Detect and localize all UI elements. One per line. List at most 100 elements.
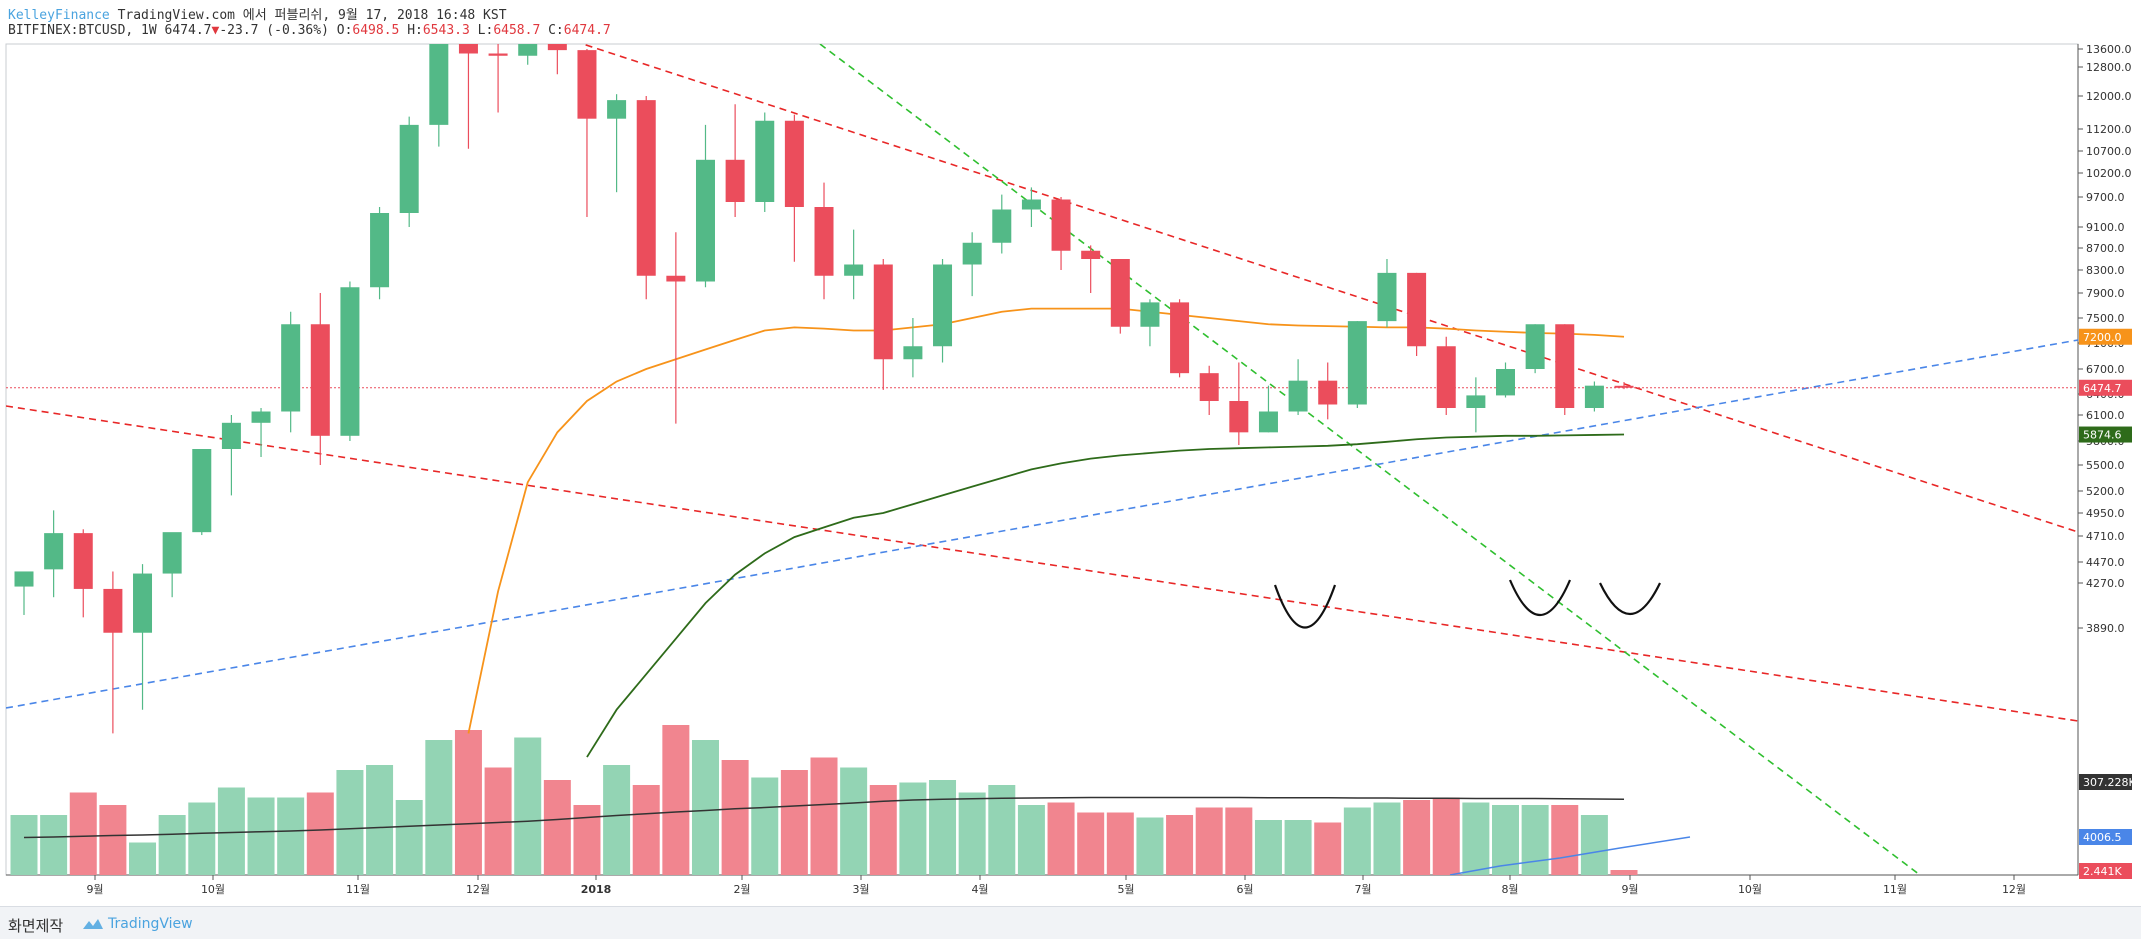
candle-body[interactable] xyxy=(429,29,449,125)
volume-bar xyxy=(336,770,364,875)
candle-body[interactable] xyxy=(1288,380,1308,412)
candle-body[interactable] xyxy=(1110,259,1130,327)
candle-body[interactable] xyxy=(1229,401,1249,433)
candle-body[interactable] xyxy=(873,264,893,360)
plot-area[interactable] xyxy=(5,43,2079,876)
green-trendline xyxy=(819,44,1921,875)
symbol-name: BITFINEX:BTCUSD, 1W xyxy=(8,23,157,38)
change-down-icon: ▼ xyxy=(211,23,220,38)
price-tick-label: 4710.0 xyxy=(2086,530,2125,543)
price-tick-label: 7500.0 xyxy=(2086,312,2125,325)
candle-body[interactable] xyxy=(1466,395,1486,408)
candle-body[interactable] xyxy=(251,411,271,423)
candle-body[interactable] xyxy=(666,275,686,282)
candle-body[interactable] xyxy=(547,42,567,51)
candle-body[interactable] xyxy=(992,209,1012,243)
candle-body[interactable] xyxy=(933,264,953,347)
candle-body[interactable] xyxy=(1347,321,1367,405)
trendline-layer xyxy=(6,44,2078,875)
volume-bar xyxy=(366,765,394,875)
price-chart[interactable]: 13600.0 12800.0 12000.0 11200.0 10700.0 10200… xyxy=(0,0,2141,906)
ma-orange-line xyxy=(467,307,1625,734)
candle-body[interactable] xyxy=(607,100,627,119)
price-tick-label: 4470.0 xyxy=(2086,556,2125,569)
candle-body[interactable] xyxy=(192,449,212,533)
candle-body[interactable] xyxy=(725,159,745,202)
volume-bar xyxy=(573,805,601,875)
candle-body[interactable] xyxy=(458,29,478,54)
price-tick-label: 11200.0 xyxy=(2086,123,2132,136)
candle-body[interactable] xyxy=(1021,199,1041,210)
candle-body[interactable] xyxy=(903,346,923,360)
candle-body[interactable] xyxy=(784,120,804,207)
candle-body[interactable] xyxy=(44,533,64,570)
price-tick-label: 3890.0 xyxy=(2086,622,2125,635)
volume-bar xyxy=(99,805,127,875)
candle-body[interactable] xyxy=(103,588,123,633)
blue-trendline xyxy=(6,339,2078,709)
price-label-text: 6474.7 xyxy=(2083,382,2122,395)
candle-body[interactable] xyxy=(1199,373,1219,401)
candle-body[interactable] xyxy=(1496,369,1515,396)
candle-body[interactable] xyxy=(221,422,241,449)
candle-body[interactable] xyxy=(340,287,360,436)
candle-body[interactable] xyxy=(1555,324,1575,408)
candle-body[interactable] xyxy=(1051,199,1071,251)
candle-body[interactable] xyxy=(577,50,597,119)
volume-bar xyxy=(1136,817,1164,875)
candle-body[interactable] xyxy=(14,571,34,587)
candle-body[interactable] xyxy=(518,42,538,56)
candle-body[interactable] xyxy=(281,324,301,412)
author-link[interactable]: KelleyFinance xyxy=(8,8,110,23)
volume-bar xyxy=(1254,820,1282,875)
high-label: H: xyxy=(407,23,423,38)
price-tick-label: 5200.0 xyxy=(2086,485,2125,498)
volume-bar xyxy=(188,802,216,875)
close-label: C: xyxy=(548,23,564,38)
candle-body[interactable] xyxy=(1377,272,1397,322)
volume-bar xyxy=(1195,807,1223,875)
candle-body[interactable] xyxy=(1081,250,1101,259)
volume-bar xyxy=(1106,812,1134,875)
volume-bar xyxy=(306,792,334,875)
candle-body[interactable] xyxy=(695,159,715,282)
candle-body[interactable] xyxy=(814,207,834,276)
candle-body[interactable] xyxy=(310,324,330,436)
volume-bar xyxy=(1462,802,1490,875)
candle-body[interactable] xyxy=(488,53,508,56)
volume-bar xyxy=(69,792,97,875)
volume-bar xyxy=(929,780,957,875)
volume-bar xyxy=(1284,820,1312,875)
candle-body[interactable] xyxy=(1258,411,1278,433)
candle-body[interactable] xyxy=(1525,324,1545,369)
time-tick-label: 2월 xyxy=(733,883,750,896)
price-label-text: 2.441K xyxy=(2083,865,2122,878)
volume-bar xyxy=(543,780,571,875)
volume-bar xyxy=(662,725,690,875)
candle-body[interactable] xyxy=(962,242,982,265)
candle-body[interactable] xyxy=(1407,272,1427,347)
open-value: 6498.5 xyxy=(352,23,400,38)
tradingview-link[interactable]: TradingView xyxy=(82,916,193,932)
candle-body[interactable] xyxy=(399,124,419,213)
candle-body[interactable] xyxy=(1318,380,1338,405)
volume-bar xyxy=(1166,815,1194,875)
low-value: 6458.7 xyxy=(493,23,541,38)
candle-body[interactable] xyxy=(370,213,390,288)
candle-body[interactable] xyxy=(755,120,775,202)
candle-body[interactable] xyxy=(133,573,153,633)
price-label-badge xyxy=(2079,774,2132,790)
candle-body[interactable] xyxy=(844,264,864,276)
candle-body[interactable] xyxy=(73,533,93,589)
candle-body[interactable] xyxy=(162,532,182,574)
time-tick-label: 2018 xyxy=(581,883,612,896)
candle-body[interactable] xyxy=(1140,302,1160,327)
candle-body[interactable] xyxy=(1614,385,1634,388)
candle-body[interactable] xyxy=(1436,346,1456,408)
volume-bar xyxy=(1521,805,1549,875)
candle-body[interactable] xyxy=(1584,385,1604,408)
publish-info: KelleyFinance TradingView.com 에서 퍼블리쉬, 9… xyxy=(8,4,507,23)
candle-body[interactable] xyxy=(636,100,656,276)
candle-body[interactable] xyxy=(1170,302,1190,374)
price-tick-label: 9700.0 xyxy=(2086,191,2125,204)
